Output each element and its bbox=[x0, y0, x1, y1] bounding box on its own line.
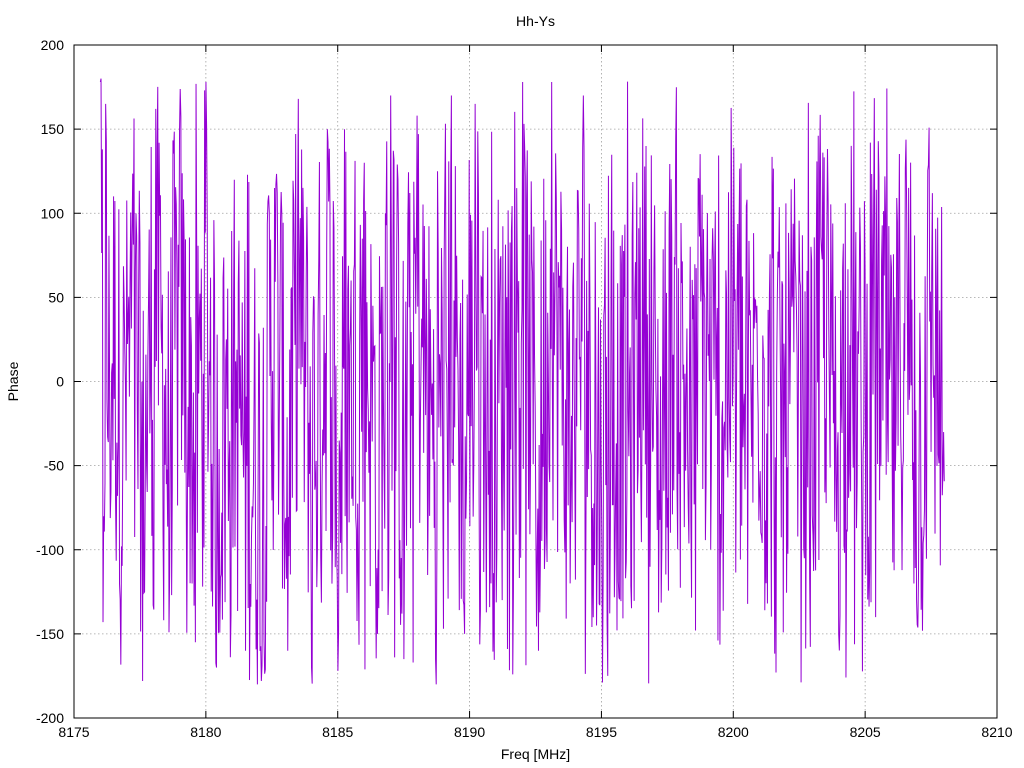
series-layer bbox=[99, 78, 945, 685]
x-tick-label: 8180 bbox=[190, 724, 221, 740]
y-tick-label: 100 bbox=[41, 205, 65, 221]
x-axis-title: Freq [MHz] bbox=[501, 746, 570, 762]
y-tick-label: 0 bbox=[56, 374, 64, 390]
x-tick-label: 8195 bbox=[586, 724, 617, 740]
y-tick-label: -150 bbox=[36, 626, 64, 642]
x-tick-label: 8175 bbox=[58, 724, 89, 740]
x-tick-label: 8190 bbox=[454, 724, 485, 740]
grid-lines bbox=[74, 45, 997, 718]
y-tick-label: 200 bbox=[41, 37, 65, 53]
x-tick-label: 8185 bbox=[322, 724, 353, 740]
x-tick-label: 8200 bbox=[718, 724, 749, 740]
y-tick-label: -50 bbox=[44, 458, 64, 474]
y-tick-label: 150 bbox=[41, 121, 65, 137]
y-tick-label: -200 bbox=[36, 710, 64, 726]
axis-ticks: 8175 8180 8185 8190 8195 8200 8205 8210 -200 -150… bbox=[36, 37, 1013, 740]
y-tick-label: -100 bbox=[36, 542, 64, 558]
x-tick-label: 8210 bbox=[981, 724, 1012, 740]
y-axis-title: Phase bbox=[5, 361, 21, 401]
phase-series-line bbox=[99, 78, 945, 685]
x-tick-label: 8205 bbox=[850, 724, 881, 740]
chart-title: Hh-Ys bbox=[516, 13, 555, 29]
y-tick-label: 50 bbox=[48, 289, 64, 305]
